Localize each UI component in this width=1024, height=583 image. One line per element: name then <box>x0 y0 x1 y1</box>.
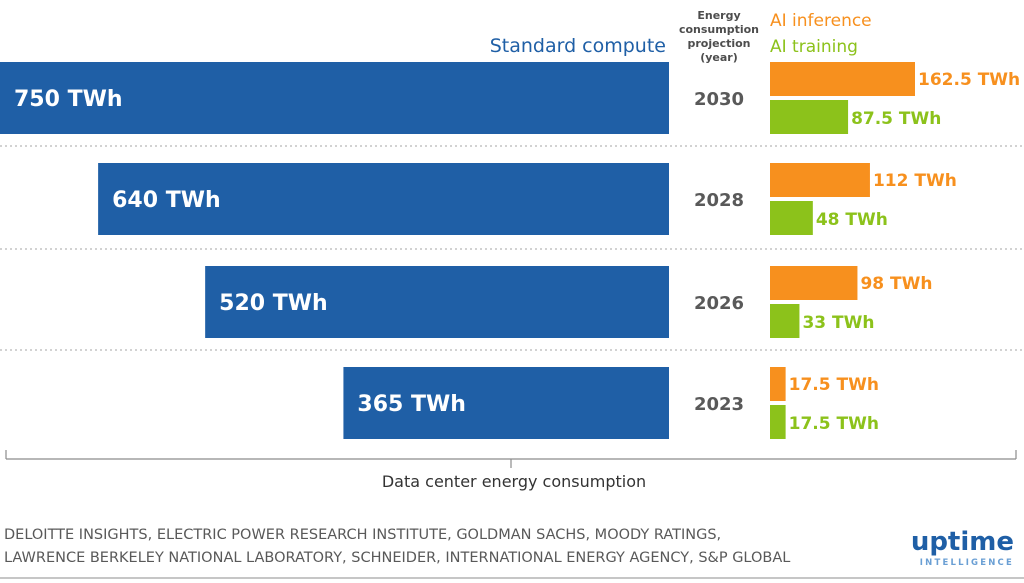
standard-compute-value-label: 640 TWh <box>112 188 221 213</box>
year-label: 2028 <box>694 190 744 211</box>
ai-training-bar <box>770 201 813 235</box>
year-header-line-2: consumption <box>679 23 759 36</box>
ai-inference-bar <box>770 163 870 197</box>
ai-inference-value-label: 17.5 TWh <box>789 375 879 395</box>
legend-standard-compute: Standard compute <box>490 35 666 57</box>
ai-inference-bar <box>770 266 858 300</box>
ai-training-value-label: 87.5 TWh <box>851 109 941 129</box>
legend-ai-inference: AI inference <box>770 11 872 31</box>
legend-ai-training: AI training <box>770 37 858 57</box>
x-axis-bracket <box>5 450 1017 468</box>
standard-compute-bar <box>98 163 670 235</box>
ai-training-bar <box>770 304 800 338</box>
year-label: 2030 <box>694 89 744 110</box>
year-header-line-4: (year) <box>700 51 738 64</box>
source-line-1: DELOITTE INSIGHTS, ELECTRIC POWER RESEAR… <box>4 527 721 543</box>
year-label: 2026 <box>694 293 744 314</box>
ai-training-value-label: 17.5 TWh <box>789 414 879 434</box>
ai-inference-value-label: 112 TWh <box>873 171 957 191</box>
standard-compute-value-label: 750 TWh <box>14 87 123 112</box>
ai-inference-bar <box>770 62 915 96</box>
source-line-2: LAWRENCE BERKELEY NATIONAL LABORATORY, S… <box>4 550 790 566</box>
chart-marks: 750 TWh 2030 162.5 TWh 87.5 TWh 640 TWh 2028 1… <box>0 62 1024 439</box>
x-axis-title: Data center energy consumption <box>382 472 646 491</box>
ai-training-value-label: 33 TWh <box>802 313 874 333</box>
standard-compute-value-label: 520 TWh <box>219 291 328 316</box>
ai-inference-value-label: 98 TWh <box>860 274 932 294</box>
ai-training-bar <box>770 405 786 439</box>
brand-subtitle: INTELLIGENCE <box>920 558 1014 568</box>
standard-compute-bar <box>205 266 669 338</box>
ai-training-bar <box>770 100 849 134</box>
year-label: 2023 <box>694 394 744 415</box>
year-header-line-3: projection <box>687 37 750 50</box>
ai-inference-bar <box>770 367 786 401</box>
year-header-line-1: Energy <box>697 9 740 22</box>
brand-name: uptime <box>911 527 1014 557</box>
ai-training-value-label: 48 TWh <box>816 210 888 230</box>
standard-compute-value-label: 365 TWh <box>357 392 466 417</box>
standard-compute-bar <box>343 367 669 439</box>
year-column-header: Energy consumption projection (year) <box>679 9 759 64</box>
standard-compute-bar <box>0 62 669 134</box>
uptime-logo: uptime INTELLIGENCE <box>911 527 1014 568</box>
ai-inference-value-label: 162.5 TWh <box>918 70 1020 90</box>
